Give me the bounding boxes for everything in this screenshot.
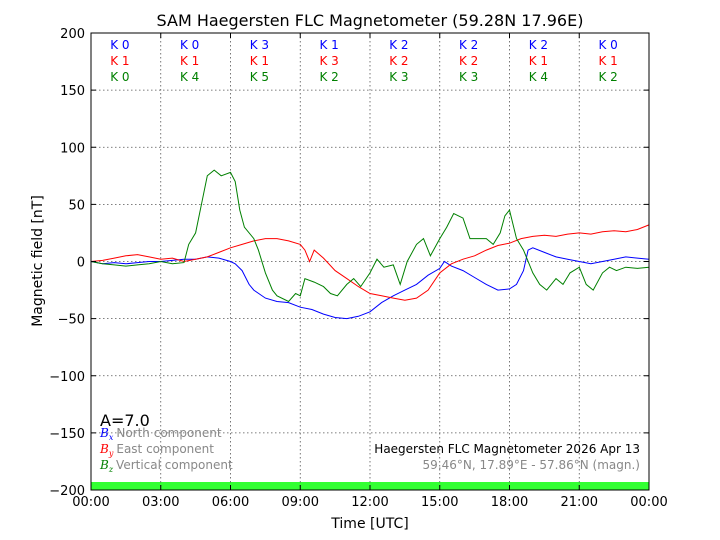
k-index-label: K 2 [389,38,408,52]
chart-title: SAM Haegersten FLC Magnetometer (59.28N … [157,11,584,30]
k-index-label: K 0 [110,70,129,84]
k-index-label: K 3 [459,70,478,84]
x-tick-label: 09:00 [282,495,319,510]
x-tick-label: 00:00 [72,495,109,510]
legend-label: North component [116,426,222,440]
plot-area: 00:00 03:00 06:00 09:00 12:00 15:00 18:00 21:00… [49,27,667,510]
k-index-label: K 1 [319,38,338,52]
x-axis-label: Time [UTC] [330,516,408,532]
y-tick-label: 0 [77,256,85,271]
k-index-label: K 2 [459,38,478,52]
k-index-label: K 2 [529,38,548,52]
k-index-label: K 3 [389,70,408,84]
legend-symbol: B [99,442,109,456]
k-index-label: K 1 [529,54,548,68]
y-tick-label: 100 [60,141,85,156]
k-index-label: K 1 [180,54,199,68]
legend-subscript: z [108,465,114,474]
x-tick-label: 03:00 [142,495,179,510]
x-tick-label: 06:00 [212,495,249,510]
legend-subscript: y [108,449,114,458]
k-index-label: K 1 [250,54,269,68]
x-tick-label: 15:00 [421,495,458,510]
k-index-label: K 0 [180,38,199,52]
k-index-label: K 2 [459,54,478,68]
k-index-label: K 0 [598,38,617,52]
y-tick-label: 50 [68,198,85,213]
k-index-label: K 2 [319,70,338,84]
k-index-label: K 1 [598,54,617,68]
y-tick-label: −150 [49,427,85,442]
k-index-label: K 3 [319,54,338,68]
y-tick-label: −200 [49,484,85,499]
y-tick-label: −100 [49,370,85,385]
x-tick-label: 12:00 [351,495,388,510]
y-tick-label: −50 [58,313,85,328]
series-line-east [90,224,650,301]
k-index-label: K 1 [110,54,129,68]
legend-item-z: Bz Vertical component [99,458,233,474]
k-index-label: K 3 [250,38,269,52]
legend-symbol: B [99,458,109,472]
x-tick-label: 21:00 [561,495,598,510]
legend-label: Vertical component [116,458,233,472]
k-index-label: K 4 [529,70,548,84]
y-axis-label: Magnetic field [nT] [30,195,46,327]
y-tick-label: 150 [60,84,85,99]
legend-item-x: Bx North component [99,426,222,442]
legend-label: East component [116,442,214,456]
k-index-label: K 2 [389,54,408,68]
station-coordinates: 59.46°N, 17.89°E - 57.86°N (magn.) [423,458,640,472]
station-annotation: Haegersten FLC Magnetometer 2026 Apr 13 [374,442,640,456]
k-index-label: K 4 [180,70,199,84]
k-index-label: K 2 [598,70,617,84]
a-index-label: A=7.0 [100,411,150,430]
k-index-label: K 0 [110,38,129,52]
legend-symbol: B [99,426,109,440]
legend-item-y: By East component [99,442,214,458]
x-tick-label: 00:00 [630,495,667,510]
x-tick-label: 18:00 [491,495,528,510]
legend-subscript: x [109,433,114,442]
k-index-label: K 5 [250,70,269,84]
y-tick-label: 200 [60,27,85,42]
series-line-vertical [90,169,650,303]
